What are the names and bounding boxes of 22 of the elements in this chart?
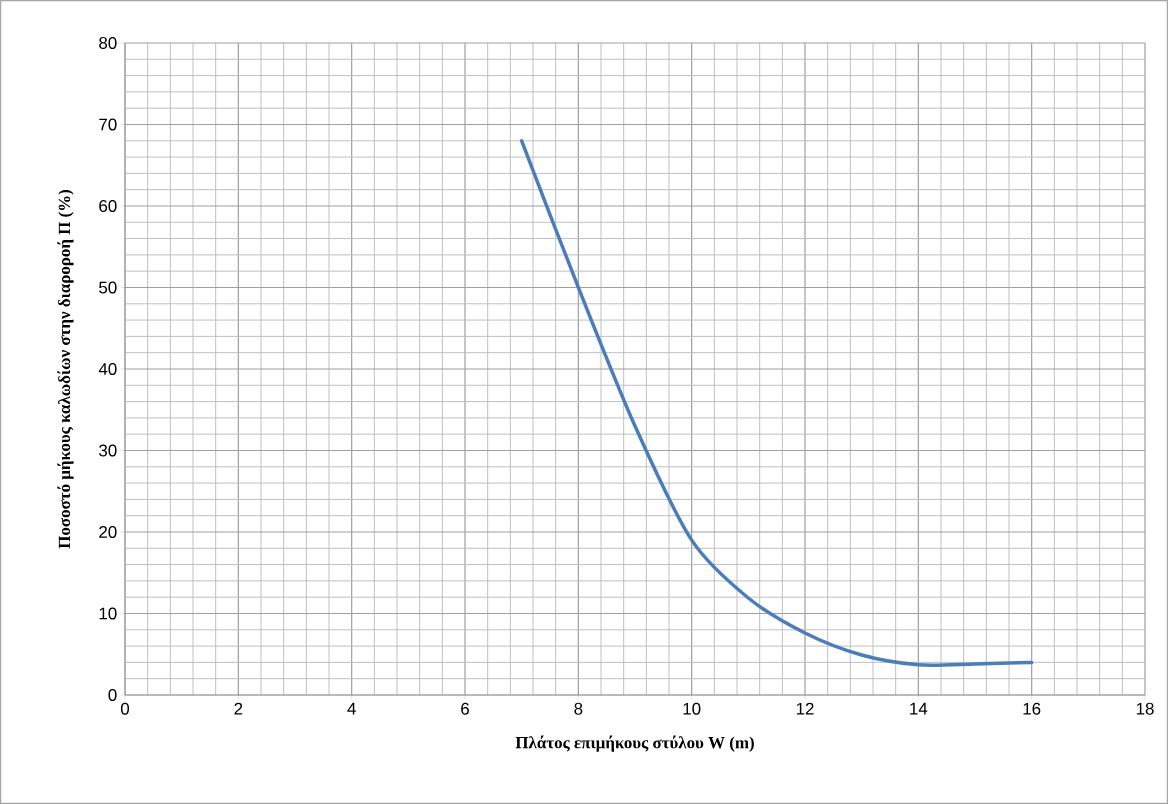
- x-tick-label: 4: [347, 702, 356, 715]
- y-tick-label: 40: [98, 362, 117, 375]
- x-tick-label: 12: [796, 702, 814, 715]
- y-tick-label: 50: [99, 281, 117, 294]
- line-series: [519, 139, 1034, 667]
- x-tick-label: 18: [1136, 702, 1154, 715]
- x-tick-label: 0: [120, 702, 130, 715]
- x-tick-label: 14: [910, 702, 928, 715]
- y-tick-label: 10: [99, 607, 117, 620]
- x-tick-label: 6: [461, 702, 469, 715]
- y-tick-label: 20: [99, 525, 117, 538]
- x-tick-label: 8: [574, 702, 583, 715]
- y-axis-title: Ποσοστό μήκους καλωδίων στην διαροροή Π (%): [57, 189, 74, 549]
- x-tick-label: 10: [683, 702, 701, 715]
- y-tick-label: 80: [99, 36, 117, 49]
- x-axis-title: Πλάτος επιμήκους στύλου W (m): [515, 735, 754, 752]
- y-tick-label: 30: [99, 444, 117, 457]
- y-tick-label: 0: [108, 688, 117, 701]
- y-tick-label: 70: [99, 118, 117, 131]
- x-tick-label: 2: [234, 702, 243, 715]
- x-tick-label: 16: [1023, 702, 1041, 715]
- y-tick-label: 60: [99, 199, 117, 212]
